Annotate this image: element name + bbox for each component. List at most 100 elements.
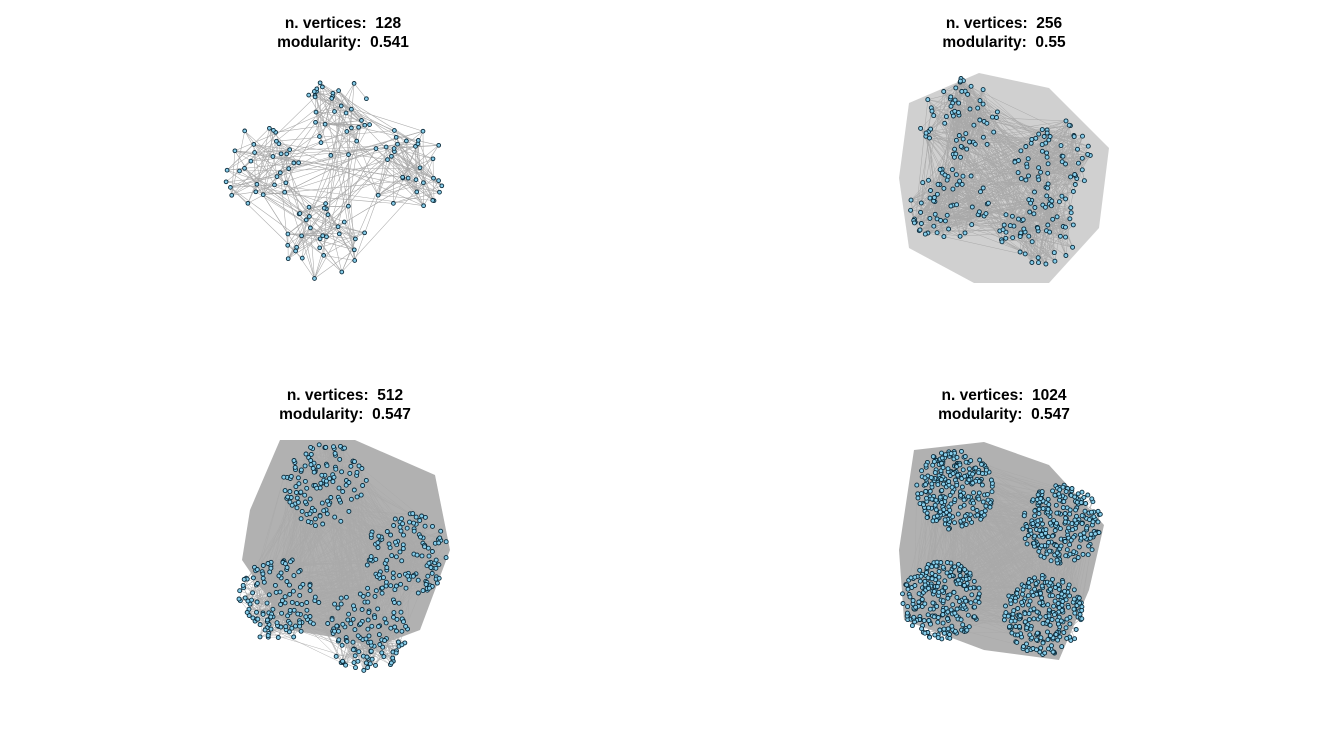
graph-vertex (336, 628, 341, 634)
graph-vertex (283, 180, 289, 186)
graph-vertex (400, 546, 406, 552)
graph-vertex (369, 623, 375, 629)
graph-vertex (908, 197, 914, 203)
graph-vertex (308, 462, 314, 468)
graph-vertex (368, 639, 374, 645)
graph-edge (287, 154, 349, 246)
graph-edge (310, 466, 352, 523)
graph-edge (230, 187, 296, 252)
graph-vertex (312, 94, 318, 100)
graph-edge (921, 182, 923, 204)
graph-edge (230, 148, 395, 188)
graph-vertex (922, 231, 928, 237)
graph-vertex (339, 269, 345, 275)
graph-vertex (429, 549, 435, 554)
graph-edge (338, 90, 398, 145)
graph-vertex (411, 528, 417, 534)
graph-vertex (1049, 198, 1055, 204)
graph-edge (338, 226, 365, 234)
graph-vertex (1044, 130, 1050, 136)
graph-vertex (352, 653, 358, 659)
graph-vertex (439, 183, 445, 189)
graph-edge (333, 477, 335, 518)
graph-edge (956, 124, 1070, 141)
graph-vertex (320, 521, 326, 527)
graph-vertex (1045, 170, 1051, 176)
graph-vertex (917, 227, 923, 233)
graph-vertex (382, 616, 388, 622)
vertices (908, 76, 1093, 267)
graph-edge (295, 226, 339, 252)
graph-edge (254, 152, 264, 195)
graph-edge (305, 470, 316, 503)
graph-vertex (397, 524, 403, 530)
graph-edge (287, 219, 307, 259)
graph-vertex (1075, 146, 1080, 152)
graph-vertex (287, 582, 292, 588)
graph-edge (234, 150, 289, 169)
graph-vertex (336, 88, 341, 93)
graph-vertex (1085, 143, 1091, 149)
graph-vertex (969, 222, 975, 228)
graph-vertex (244, 609, 250, 615)
graph-edge (963, 459, 980, 470)
graph-edge (306, 488, 370, 636)
graph-edge (285, 182, 340, 235)
graph-edge (276, 130, 395, 142)
graph-edge (419, 167, 433, 201)
graph-vertex (375, 540, 381, 546)
graph-edge (423, 180, 439, 206)
graph-vertex (260, 575, 266, 581)
graph-vertex (287, 607, 293, 613)
graph-edge (298, 466, 352, 572)
graph-vertex (358, 492, 364, 498)
graph-vertex (294, 244, 299, 250)
graph-vertex (1075, 160, 1081, 166)
graph-vertex (251, 142, 257, 147)
graph-edge (925, 202, 989, 235)
graph-vertex (415, 138, 421, 143)
graph-vertex (264, 617, 270, 623)
graph-edge (255, 140, 407, 193)
graph-edge (246, 578, 382, 653)
graph-edge (346, 596, 376, 598)
graph-vertex (348, 463, 354, 469)
graph-edge (926, 132, 957, 141)
graph-edge (971, 219, 1024, 225)
graph-edge (969, 108, 1076, 176)
graph-edge (368, 576, 414, 621)
graph-edge (270, 497, 292, 567)
graph-edge (910, 172, 943, 211)
graph-edge (1046, 157, 1071, 178)
graph-edge (326, 148, 395, 209)
graph-vertex (1063, 118, 1069, 124)
graph-vertex (316, 442, 322, 448)
graph-vertex (398, 581, 404, 587)
graph-edge (269, 128, 301, 214)
graph-vertex (980, 185, 986, 191)
graph-vertex (366, 610, 372, 615)
graph-vertex (368, 532, 374, 538)
graph-edge (332, 93, 348, 132)
graph-vertex (364, 96, 369, 102)
graph-vertex (319, 500, 325, 506)
graph-vertex (413, 514, 419, 520)
graph-vertex (325, 621, 331, 626)
graph-edge (315, 111, 349, 155)
graph-vertex (980, 134, 986, 140)
graph-edge (291, 559, 342, 663)
graph-vertex (1063, 234, 1068, 240)
graph-vertex (373, 588, 379, 594)
graph-vertex (966, 139, 972, 145)
graph-edge (979, 119, 1047, 197)
graph-edge (264, 582, 311, 617)
graph-vertex (293, 484, 299, 490)
vertices-label: n. vertices: (941, 387, 1024, 404)
graph-edge (966, 144, 1043, 150)
graph-vertex (415, 590, 421, 596)
graph-vertex (1059, 159, 1065, 165)
graph-vertex (984, 120, 990, 126)
graph-vertex (426, 560, 432, 566)
graph-edge (267, 518, 396, 564)
graph-edge (308, 207, 315, 279)
